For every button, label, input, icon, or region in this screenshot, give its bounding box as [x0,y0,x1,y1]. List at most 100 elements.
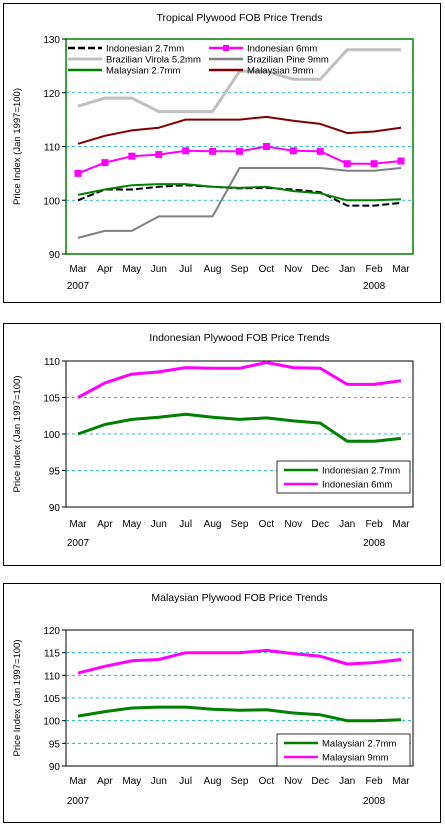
year-label: 2008 [363,538,386,549]
data-point-marker [155,151,163,159]
x-tick-label: Jul [179,776,192,787]
x-tick-label: May [122,519,141,530]
y-tick-label: 95 [49,739,61,750]
data-point-marker [128,152,136,160]
chart-tropical-plywood: Tropical Plywood FOB Price Trends 90 100 11… [12,12,414,292]
x-tick-label: Apr [97,519,113,530]
legend-label: Malaysian 9mm [322,753,389,764]
data-point-marker [316,147,324,155]
series-line [77,705,402,723]
data-point-marker [397,157,405,165]
legend-label: Malaysian 2.7mm [322,739,397,750]
y-tick-label: 130 [43,35,60,46]
x-tick-label: Aug [204,264,222,275]
legend-box [276,460,411,494]
legend-label: Malaysian 9mm [247,66,314,77]
chart-panel-malaysian: Malaysian Plywood FOB Price Trends 90 95 10… [3,583,441,823]
x-tick-label: Jan [339,776,355,787]
y-tick-label: 110 [44,143,60,154]
year-label: 2007 [67,538,90,549]
data-point-marker [262,143,270,150]
x-tick-label: Mar [69,264,87,275]
x-tick-label: Jan [339,519,355,530]
x-tick-label: Jul [179,519,192,530]
year-label: 2007 [67,796,90,807]
y-tick-label: 120 [43,626,60,637]
series-line [77,48,401,114]
legend-box [276,733,411,767]
x-tick-label: Nov [284,776,302,787]
y-tick-label: 110 [44,357,60,368]
x-tick-label: Dec [311,519,329,530]
x-tick-label: Feb [365,519,383,530]
chart-title: Indonesian Plywood FOB Price Trends [149,332,329,344]
data-point-marker [289,147,297,155]
y-tick-label: 110 [44,671,60,682]
year-label: 2007 [67,281,90,292]
y-axis-label: Price Index (Jan 1997=100) [12,88,23,205]
y-tick-label: 100 [43,717,60,728]
data-point-marker [236,147,243,155]
legend-label: Indonesian 2.7mm [106,44,184,55]
y-tick-label: 100 [43,196,60,207]
x-tick-label: Nov [284,519,302,530]
x-tick-label: Sep [231,519,249,530]
x-tick-label: Mar [392,519,410,530]
x-tick-label: Aug [204,776,222,787]
data-point-marker [74,169,82,177]
legend-label: Indonesian 6mm [322,480,392,491]
x-tick-label: Oct [259,776,275,787]
legend-label: Brazilian Pine 9mm [247,55,329,66]
data-point-marker [101,159,109,167]
series-line [77,183,402,202]
year-label: 2008 [363,281,386,292]
x-tick-label: Mar [392,264,410,275]
legend-marker [223,45,229,51]
x-tick-label: Apr [97,264,113,275]
y-tick-label: 105 [43,394,60,405]
x-tick-label: Nov [284,264,302,275]
y-tick-label: 95 [49,467,61,478]
y-tick-label: 100 [43,430,60,441]
chart-indonesian-plywood: Indonesian Plywood FOB Price Trends 90 95 1… [12,332,414,549]
x-tick-label: Oct [259,264,275,275]
x-tick-label: Sep [231,264,249,275]
y-tick-label: 90 [49,250,61,261]
x-tick-label: May [122,776,141,787]
x-tick-label: Feb [365,264,383,275]
chart-title: Malaysian Plywood FOB Price Trends [151,592,327,604]
chart-title: Tropical Plywood FOB Price Trends [157,12,323,24]
x-tick-label: Dec [311,264,329,275]
y-tick-label: 115 [44,649,60,660]
year-label: 2008 [363,796,386,807]
data-point-marker [370,160,378,168]
series-line [77,648,402,675]
data-point-marker [209,147,217,155]
y-tick-label: 90 [49,762,61,773]
x-tick-label: Apr [97,776,113,787]
chart-panel-tropical: Tropical Plywood FOB Price Trends 90 100 11… [3,3,441,303]
x-tick-label: Feb [365,776,383,787]
x-tick-label: Jun [151,776,167,787]
x-tick-label: May [122,264,141,275]
series-line [77,115,402,145]
x-tick-label: Jun [151,519,167,530]
x-tick-label: Sep [231,776,249,787]
legend-label: Indonesian 2.7mm [322,466,400,477]
y-tick-label: 105 [43,694,60,705]
legend-label: Indonesian 6mm [247,44,317,55]
x-tick-label: Jun [151,264,167,275]
y-tick-label: 120 [43,89,60,100]
x-tick-label: Mar [69,519,87,530]
y-tick-label: 90 [49,503,61,514]
legend-label: Brazilian Virola 5.2mm [106,55,201,66]
y-axis-label: Price Index (Jan 1997=100) [12,376,23,493]
chart-panel-indonesian: Indonesian Plywood FOB Price Trends 90 95 1… [3,323,441,566]
x-tick-label: Jul [179,264,192,275]
data-point-marker [343,160,351,168]
x-tick-label: Mar [69,776,87,787]
x-tick-label: Mar [392,776,410,787]
x-tick-label: Oct [259,519,275,530]
x-tick-label: Jan [339,264,355,275]
x-tick-label: Dec [311,776,329,787]
